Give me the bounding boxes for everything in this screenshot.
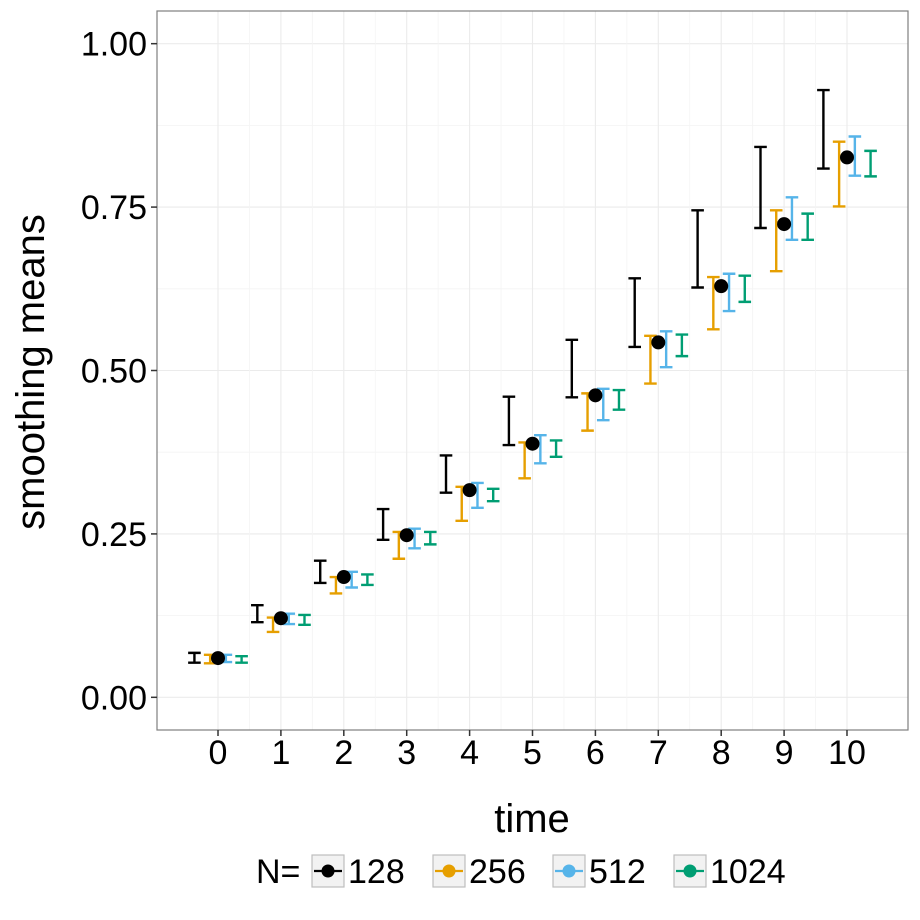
grid (157, 11, 908, 730)
legend-key-point (683, 864, 697, 878)
legend-key-point (442, 864, 456, 878)
errorbar-128-t4 (439, 454, 453, 494)
errorbar-256-t8 (707, 275, 720, 331)
errorbar-512-t3 (408, 527, 421, 550)
legend-label-256: 256 (469, 853, 526, 891)
errorbar-128-t7 (628, 277, 641, 349)
series-128 (188, 88, 830, 664)
errorbar-128-t0 (188, 651, 201, 664)
mean-point-t2 (336, 570, 351, 585)
mean-point-t5 (525, 436, 540, 451)
mean-point-t8 (714, 279, 729, 294)
errorbar-512-t8 (722, 272, 736, 313)
legend-item-1024: 1024 (673, 853, 786, 891)
legend: N= 128 256 512 1024 (256, 853, 786, 891)
x-axis-title: time (494, 797, 570, 841)
errorbar-1024-t1 (298, 613, 311, 626)
errorbar-1024-t9 (801, 212, 814, 241)
errorbar-512-t10 (848, 135, 862, 177)
legend-title: N= (256, 853, 300, 891)
mean-point-t3 (399, 528, 414, 543)
errorbar-1024-t0 (235, 654, 248, 664)
series-256 (203, 140, 846, 665)
x-tick-label: 2 (334, 734, 353, 772)
series-512 (219, 135, 862, 664)
legend-key-point (562, 864, 576, 878)
legend-label-128: 128 (348, 853, 405, 891)
x-tick-label: 1 (271, 734, 290, 772)
errorbar-256-t9 (769, 209, 783, 273)
legend-items: 128 256 512 1024 (311, 853, 786, 891)
errorbar-1024-t10 (864, 149, 877, 178)
errorbar-256-t7 (644, 334, 657, 385)
errorbar-512-t7 (659, 330, 673, 369)
errorbar-128-t2 (313, 559, 327, 585)
mean-point-t9 (777, 217, 792, 232)
y-axis-title: smoothing means (9, 214, 53, 530)
errorbar-128-t10 (817, 88, 830, 170)
mean-points (211, 150, 854, 666)
mean-point-t1 (273, 611, 288, 626)
errorbar-128-t9 (754, 145, 767, 230)
x-tick-labels: 0 1 2 3 4 5 6 7 8 9 10 (209, 734, 866, 772)
errorbar-1024-t8 (738, 274, 752, 304)
x-tick-label: 4 (460, 734, 479, 772)
legend-label-512: 512 (589, 853, 646, 891)
y-tick-labels: 0.00 0.25 0.50 0.75 1.00 (81, 26, 147, 718)
errorbar-1024-t3 (424, 530, 437, 546)
x-tick-label: 7 (649, 734, 668, 772)
x-tick-label: 0 (209, 734, 228, 772)
x-tick-label: 3 (397, 734, 416, 772)
x-tick-label: 10 (828, 734, 866, 772)
errorbar-1024-t4 (486, 487, 500, 503)
legend-key-point (321, 864, 335, 878)
mean-point-t4 (462, 483, 477, 498)
errorbar-128-t6 (565, 338, 579, 399)
mean-point-t7 (651, 335, 666, 350)
errorbar-512-t5 (534, 434, 547, 465)
legend-item-256: 256 (432, 853, 526, 891)
errorbar-256-t10 (832, 140, 846, 208)
legend-item-512: 512 (552, 853, 646, 891)
y-tick-label: 0.25 (81, 516, 147, 554)
errorbar-128-t8 (691, 209, 704, 289)
errorbar-1024-t2 (361, 573, 374, 587)
mean-point-t10 (839, 150, 854, 165)
series-layer (188, 88, 877, 665)
x-tick-label: 8 (712, 734, 731, 772)
errorbar-128-t1 (251, 603, 264, 624)
legend-item-128: 128 (311, 853, 405, 891)
mean-point-t0 (211, 651, 226, 666)
errorbar-128-t3 (376, 507, 390, 541)
y-tick-label: 1.00 (81, 26, 147, 64)
y-tick-label: 0.00 (81, 679, 147, 717)
y-tick-label: 0.75 (81, 189, 147, 227)
errorbar-1024-t5 (549, 439, 563, 458)
errorbar-512-t4 (471, 481, 484, 509)
x-tick-label: 9 (775, 734, 794, 772)
y-tick-label: 0.50 (81, 353, 147, 391)
mean-point-t6 (588, 388, 603, 403)
errorbar-512-t9 (785, 196, 799, 241)
series-1024 (235, 149, 877, 664)
errorbar-512-t6 (596, 387, 610, 422)
errorbar-1024-t6 (612, 388, 626, 411)
x-tick-label: 6 (586, 734, 605, 772)
axes (151, 42, 848, 736)
x-tick-label: 5 (523, 734, 542, 772)
errorbar-128-t5 (502, 395, 516, 447)
errorbar-1024-t7 (675, 333, 689, 358)
legend-label-1024: 1024 (710, 853, 786, 891)
